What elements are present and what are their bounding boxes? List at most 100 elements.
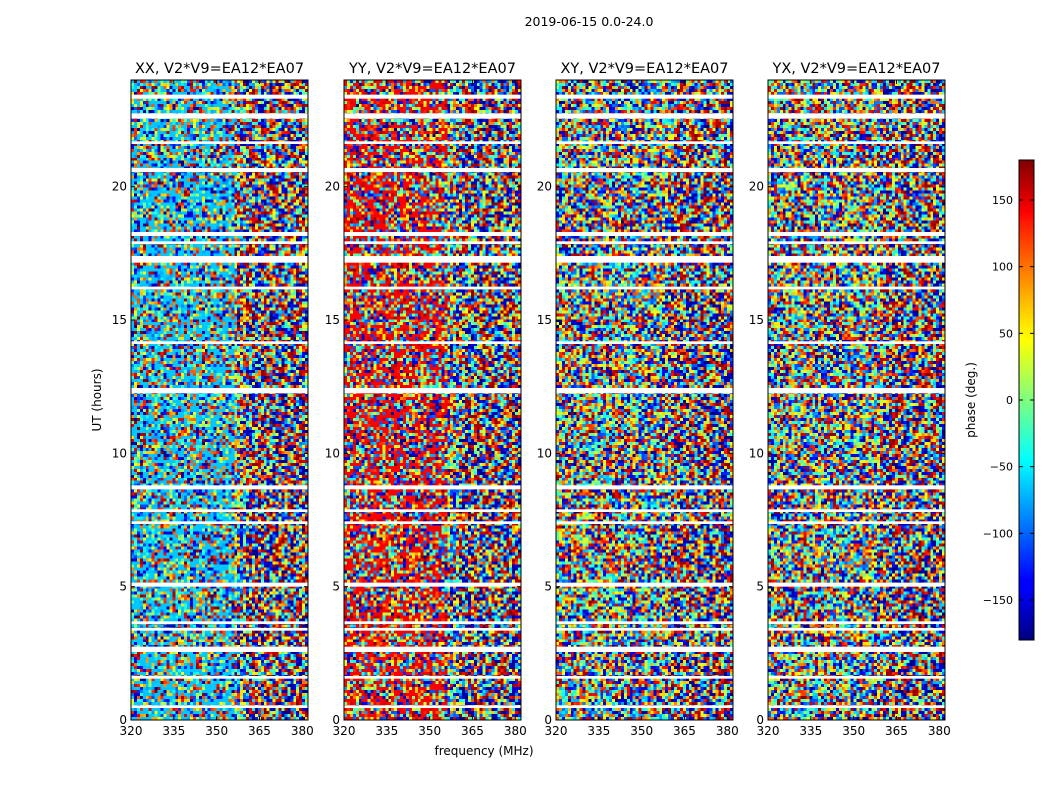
x-tick-label: 320	[333, 724, 356, 738]
x-tick-label: 365	[885, 724, 908, 738]
flag-gap	[556, 582, 733, 587]
flag-gap	[344, 94, 521, 99]
x-tick-label: 350	[418, 724, 441, 738]
flag-gap	[131, 521, 308, 524]
flag-gap	[768, 582, 945, 587]
colorbar-tick-label: −150	[983, 594, 1013, 607]
flag-gap	[768, 676, 945, 679]
flag-gap	[556, 256, 733, 263]
x-axis-label: frequency (MHz)	[434, 744, 533, 758]
x-tick-label: 350	[842, 724, 865, 738]
flag-gap	[344, 232, 521, 236]
flag-gap	[344, 621, 521, 624]
flag-gap	[344, 582, 521, 587]
y-tick-label: 0	[544, 713, 552, 727]
flag-gap	[344, 646, 521, 652]
panels-group: XX, V2*V9=EA12*EA07 320 335 350 365 380 0 5 10 15…	[112, 61, 951, 738]
colorbar-tick-label: −100	[983, 527, 1013, 540]
flag-gap	[344, 676, 521, 679]
y-tick-label: 10	[325, 446, 340, 460]
panel-frame	[130, 79, 309, 721]
y-tick-label: 5	[332, 580, 340, 594]
flag-gap	[768, 628, 945, 631]
y-tick-label: 0	[332, 713, 340, 727]
colorbar-tick-label: 150	[992, 194, 1013, 207]
flag-gap	[556, 628, 733, 631]
flag-gap	[344, 485, 521, 490]
x-tick-label: 320	[757, 724, 780, 738]
flag-gap	[556, 509, 733, 512]
flag-gap	[556, 485, 733, 490]
colorbar-tick-label: 100	[992, 261, 1013, 274]
flag-gap	[131, 628, 308, 631]
flag-gap	[556, 646, 733, 652]
flag-gap	[131, 646, 308, 652]
flag-gap	[556, 286, 733, 290]
y-tick-label: 20	[537, 180, 552, 194]
flag-gap	[131, 241, 308, 244]
flag-gap	[768, 232, 945, 236]
panel-3: XY, V2*V9=EA12*EA07 320 335 350 365 380 0 5 10 15…	[537, 61, 739, 738]
flag-gap	[344, 141, 521, 144]
y-axis-label: UT (hours)	[90, 368, 104, 431]
flag-gap	[768, 168, 945, 172]
flag-gap	[131, 232, 308, 236]
flag-gap	[131, 256, 308, 263]
flag-gap	[556, 113, 733, 119]
flag-gap	[556, 341, 733, 344]
panel-title: YY, V2*V9=EA12*EA07	[348, 61, 516, 77]
flag-gap	[131, 286, 308, 290]
flag-gap	[131, 94, 308, 99]
flag-gap	[131, 676, 308, 679]
flag-gap	[131, 341, 308, 344]
y-tick-label: 10	[112, 446, 127, 460]
phase-image	[131, 80, 308, 720]
flag-gap	[556, 94, 733, 99]
y-tick-label: 5	[119, 580, 127, 594]
y-tick-label: 15	[537, 313, 552, 327]
phase-image	[344, 80, 521, 720]
figure-title: 2019-06-15 0.0-24.0	[525, 14, 654, 29]
flag-gap	[768, 521, 945, 524]
x-tick-label: 380	[928, 724, 951, 738]
flag-gap	[131, 509, 308, 512]
y-tick-label: 20	[749, 180, 764, 194]
flag-gap	[768, 509, 945, 512]
colorbar-tick-label: 0	[1006, 394, 1013, 407]
flag-gap	[131, 113, 308, 119]
flag-gap	[768, 705, 945, 708]
x-tick-label: 335	[799, 724, 822, 738]
flag-gap	[556, 168, 733, 172]
x-tick-label: 380	[716, 724, 739, 738]
flag-gap	[556, 141, 733, 144]
flag-gap	[556, 241, 733, 244]
flag-gap	[131, 141, 308, 144]
y-tick-label: 20	[112, 180, 127, 194]
x-tick-label: 380	[291, 724, 314, 738]
y-tick-label: 15	[112, 313, 127, 327]
flag-gap	[344, 168, 521, 172]
flag-gap	[556, 521, 733, 524]
flag-gap	[344, 388, 521, 394]
x-tick-label: 365	[673, 724, 696, 738]
x-tick-label: 350	[630, 724, 653, 738]
x-tick-label: 365	[461, 724, 484, 738]
phase-image	[768, 80, 945, 720]
flag-gap	[344, 628, 521, 631]
flag-gap	[768, 341, 945, 344]
panel-4: YX, V2*V9=EA12*EA07 320 335 350 365 380 0 5 10 15…	[749, 61, 951, 738]
colorbar: 150 100 50 0 −50 −100 −150 phase (deg.)	[964, 159, 1035, 641]
x-tick-label: 350	[205, 724, 228, 738]
y-tick-label: 15	[749, 313, 764, 327]
flag-gap	[768, 388, 945, 394]
flag-gap	[131, 621, 308, 624]
y-tick-label: 5	[756, 580, 764, 594]
panel-frame	[555, 79, 734, 721]
flag-gap	[768, 141, 945, 144]
flag-gap	[768, 646, 945, 652]
y-tick-label: 0	[119, 713, 127, 727]
flag-gap	[768, 256, 945, 263]
flag-gap	[344, 286, 521, 290]
flag-gap	[344, 113, 521, 119]
